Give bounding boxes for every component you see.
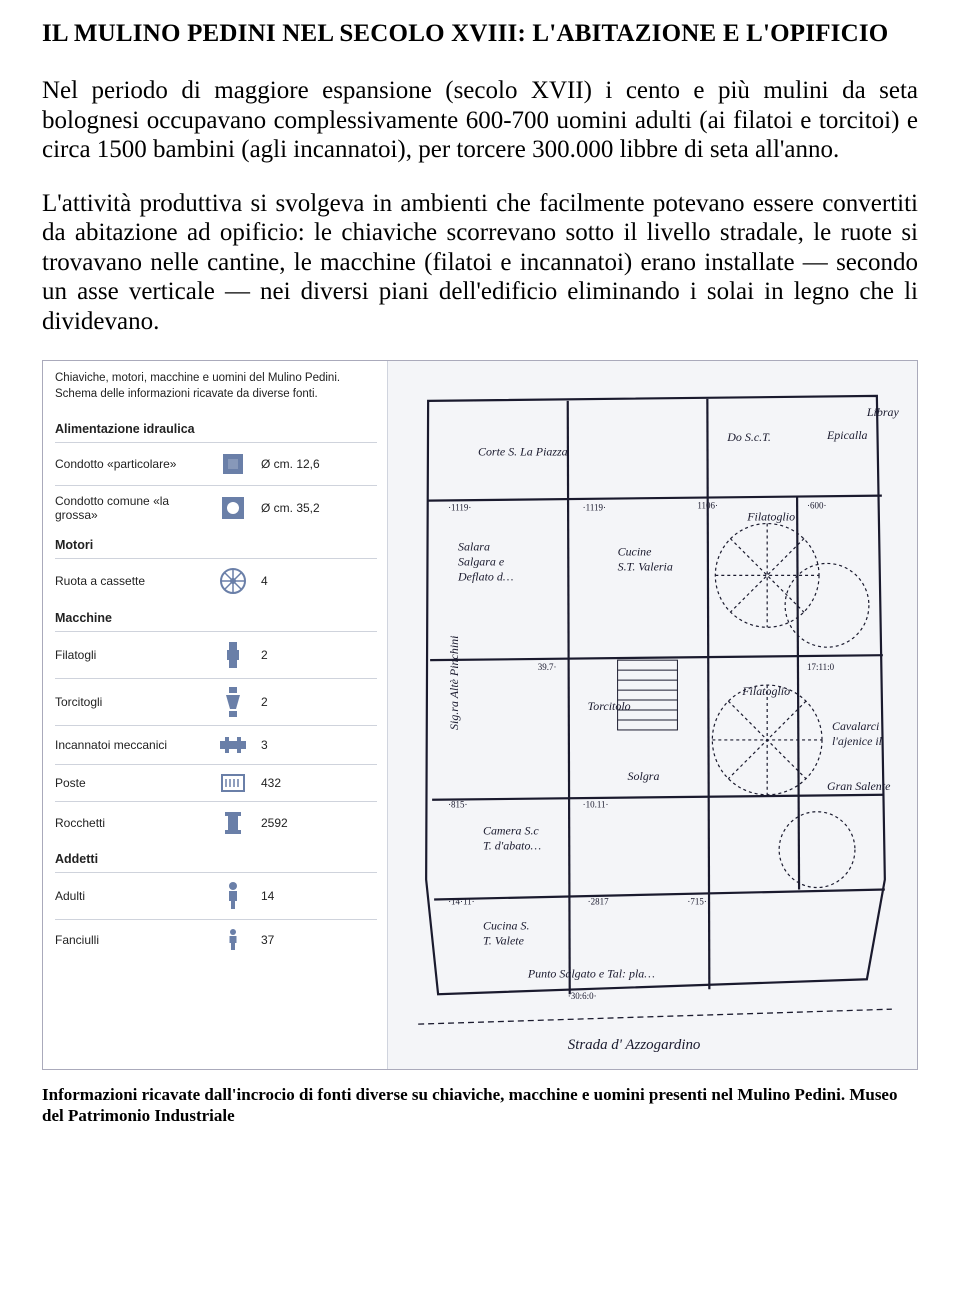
legend-row: Poste 432 bbox=[55, 764, 377, 801]
wheel-icon bbox=[213, 567, 253, 595]
plan-label: Camera S.c bbox=[483, 824, 539, 838]
row-label: Fanciulli bbox=[55, 933, 205, 947]
section-heading-addetti: Addetti bbox=[55, 852, 377, 866]
svg-text:17:11:0: 17:11:0 bbox=[807, 662, 835, 672]
row-value: 432 bbox=[261, 776, 281, 790]
plan-label: Epicalla bbox=[826, 428, 868, 442]
person-icon bbox=[213, 881, 253, 911]
row-value: 3 bbox=[261, 738, 268, 752]
row-label: Ruota a cassette bbox=[55, 574, 205, 588]
legend-row: Incannatoi meccanici 3 bbox=[55, 725, 377, 764]
plan-label: S.T. Valeria bbox=[618, 559, 673, 573]
legend-row: Condotto «particolare» Ø cm. 12,6 bbox=[55, 442, 377, 485]
rocchetto-icon bbox=[213, 810, 253, 836]
row-value: 4 bbox=[261, 574, 268, 588]
plan-label: Cucina S. bbox=[483, 918, 529, 932]
legend-row: Torcitogli 2 bbox=[55, 678, 377, 725]
incannatoio-icon bbox=[213, 734, 253, 756]
row-label: Condotto «particolare» bbox=[55, 457, 205, 471]
legend-row: Filatogli 2 bbox=[55, 631, 377, 678]
plan-label: Cucine bbox=[618, 544, 653, 558]
person-small-icon bbox=[213, 928, 253, 952]
pipe-circle-icon bbox=[213, 495, 253, 521]
title-text: IL MULINO PEDINI NEL SECOLO XVIII: L'ABI… bbox=[42, 20, 888, 47]
row-label: Adulti bbox=[55, 889, 205, 903]
row-label: Filatogli bbox=[55, 648, 205, 662]
section-heading-macchine: Macchine bbox=[55, 611, 377, 625]
plan-label: Salgara e bbox=[458, 554, 505, 568]
row-value: 2592 bbox=[261, 816, 288, 830]
plan-label: Strada d' Azzogardino bbox=[568, 1037, 701, 1053]
plan-label: Deflato d… bbox=[457, 569, 513, 583]
legend-panel: Chiaviche, motori, macchine e uomini del… bbox=[43, 361, 388, 1069]
svg-text:·30:6:0·: ·30:6:0· bbox=[568, 991, 597, 1001]
svg-text:·815·: ·815· bbox=[448, 800, 467, 810]
legend-row: Ruota a cassette 4 bbox=[55, 558, 377, 603]
svg-text:·10.11·: ·10.11· bbox=[583, 800, 609, 810]
row-label: Torcitogli bbox=[55, 695, 205, 709]
legend-row: Condotto comune «la grossa» Ø cm. 35,2 bbox=[55, 485, 377, 530]
plan-label: Do S.c.T. bbox=[726, 430, 771, 444]
svg-text:·1119·: ·1119· bbox=[583, 503, 606, 513]
page-title: IL MULINO PEDINI NEL SECOLO XVIII: L'ABI… bbox=[42, 20, 918, 48]
plan-label: Salara bbox=[458, 539, 490, 553]
section-heading-alimentazione: Alimentazione idraulica bbox=[55, 422, 377, 436]
legend-caption: Chiaviche, motori, macchine e uomini del… bbox=[55, 371, 377, 402]
row-label: Incannatoi meccanici bbox=[55, 738, 205, 752]
row-value: 14 bbox=[261, 889, 274, 903]
row-value: 37 bbox=[261, 933, 274, 947]
plan-label: T. d'abato… bbox=[483, 839, 541, 853]
svg-text:·600·: ·600· bbox=[807, 501, 826, 511]
plan-label: T. Valete bbox=[483, 933, 525, 947]
poste-icon bbox=[213, 773, 253, 793]
row-value: 2 bbox=[261, 648, 268, 662]
row-label: Rocchetti bbox=[55, 816, 205, 830]
floor-plan: Corte S. La Piazza Do S.c.T. Epicalla Li… bbox=[388, 361, 917, 1069]
legend-row: Fanciulli 37 bbox=[55, 919, 377, 960]
plan-label: Cavalarci bbox=[832, 719, 879, 733]
plan-label: Corte S. La Piazza bbox=[478, 445, 568, 459]
plan-label: Sig.ra Altè Pinchini bbox=[447, 636, 461, 730]
filatoio-icon bbox=[213, 640, 253, 670]
paragraph-1: Nel periodo di maggiore espansione (seco… bbox=[42, 76, 918, 165]
svg-text:1106·: 1106· bbox=[697, 501, 718, 511]
svg-text:·715·: ·715· bbox=[687, 896, 706, 906]
plan-label: Punto Salgato e Tal: pla… bbox=[527, 966, 655, 980]
torcitoio-icon bbox=[213, 687, 253, 717]
figure-container: Chiaviche, motori, macchine e uomini del… bbox=[42, 360, 918, 1070]
svg-text:·2817: ·2817 bbox=[588, 896, 609, 906]
plan-label: Filatoglio bbox=[741, 684, 790, 698]
plan-label: Torcitolo bbox=[588, 699, 631, 713]
plan-label: l'ajenice il bbox=[832, 734, 883, 748]
legend-row: Rocchetti 2592 bbox=[55, 801, 377, 844]
pipe-square-icon bbox=[213, 451, 253, 477]
legend-row: Adulti 14 bbox=[55, 872, 377, 919]
plan-label: Solgra bbox=[628, 769, 660, 783]
row-value: Ø cm. 35,2 bbox=[261, 501, 320, 515]
plan-label: Libray bbox=[866, 405, 900, 419]
plan-label: Gran Salente bbox=[827, 779, 891, 793]
section-heading-motori: Motori bbox=[55, 538, 377, 552]
row-label: Poste bbox=[55, 776, 205, 790]
figure-credit: Informazioni ricavate dall'incrocio di f… bbox=[42, 1084, 918, 1127]
row-value: 2 bbox=[261, 695, 268, 709]
svg-text:·14·11·: ·14·11· bbox=[448, 896, 475, 906]
plan-label: Filatoglio bbox=[746, 510, 795, 524]
svg-text:39.7·: 39.7· bbox=[538, 662, 557, 672]
paragraph-2: L'attività produttiva si svolgeva in amb… bbox=[42, 189, 918, 337]
svg-text:·1119·: ·1119· bbox=[448, 503, 471, 513]
row-value: Ø cm. 12,6 bbox=[261, 457, 320, 471]
row-label: Condotto comune «la grossa» bbox=[55, 494, 205, 522]
